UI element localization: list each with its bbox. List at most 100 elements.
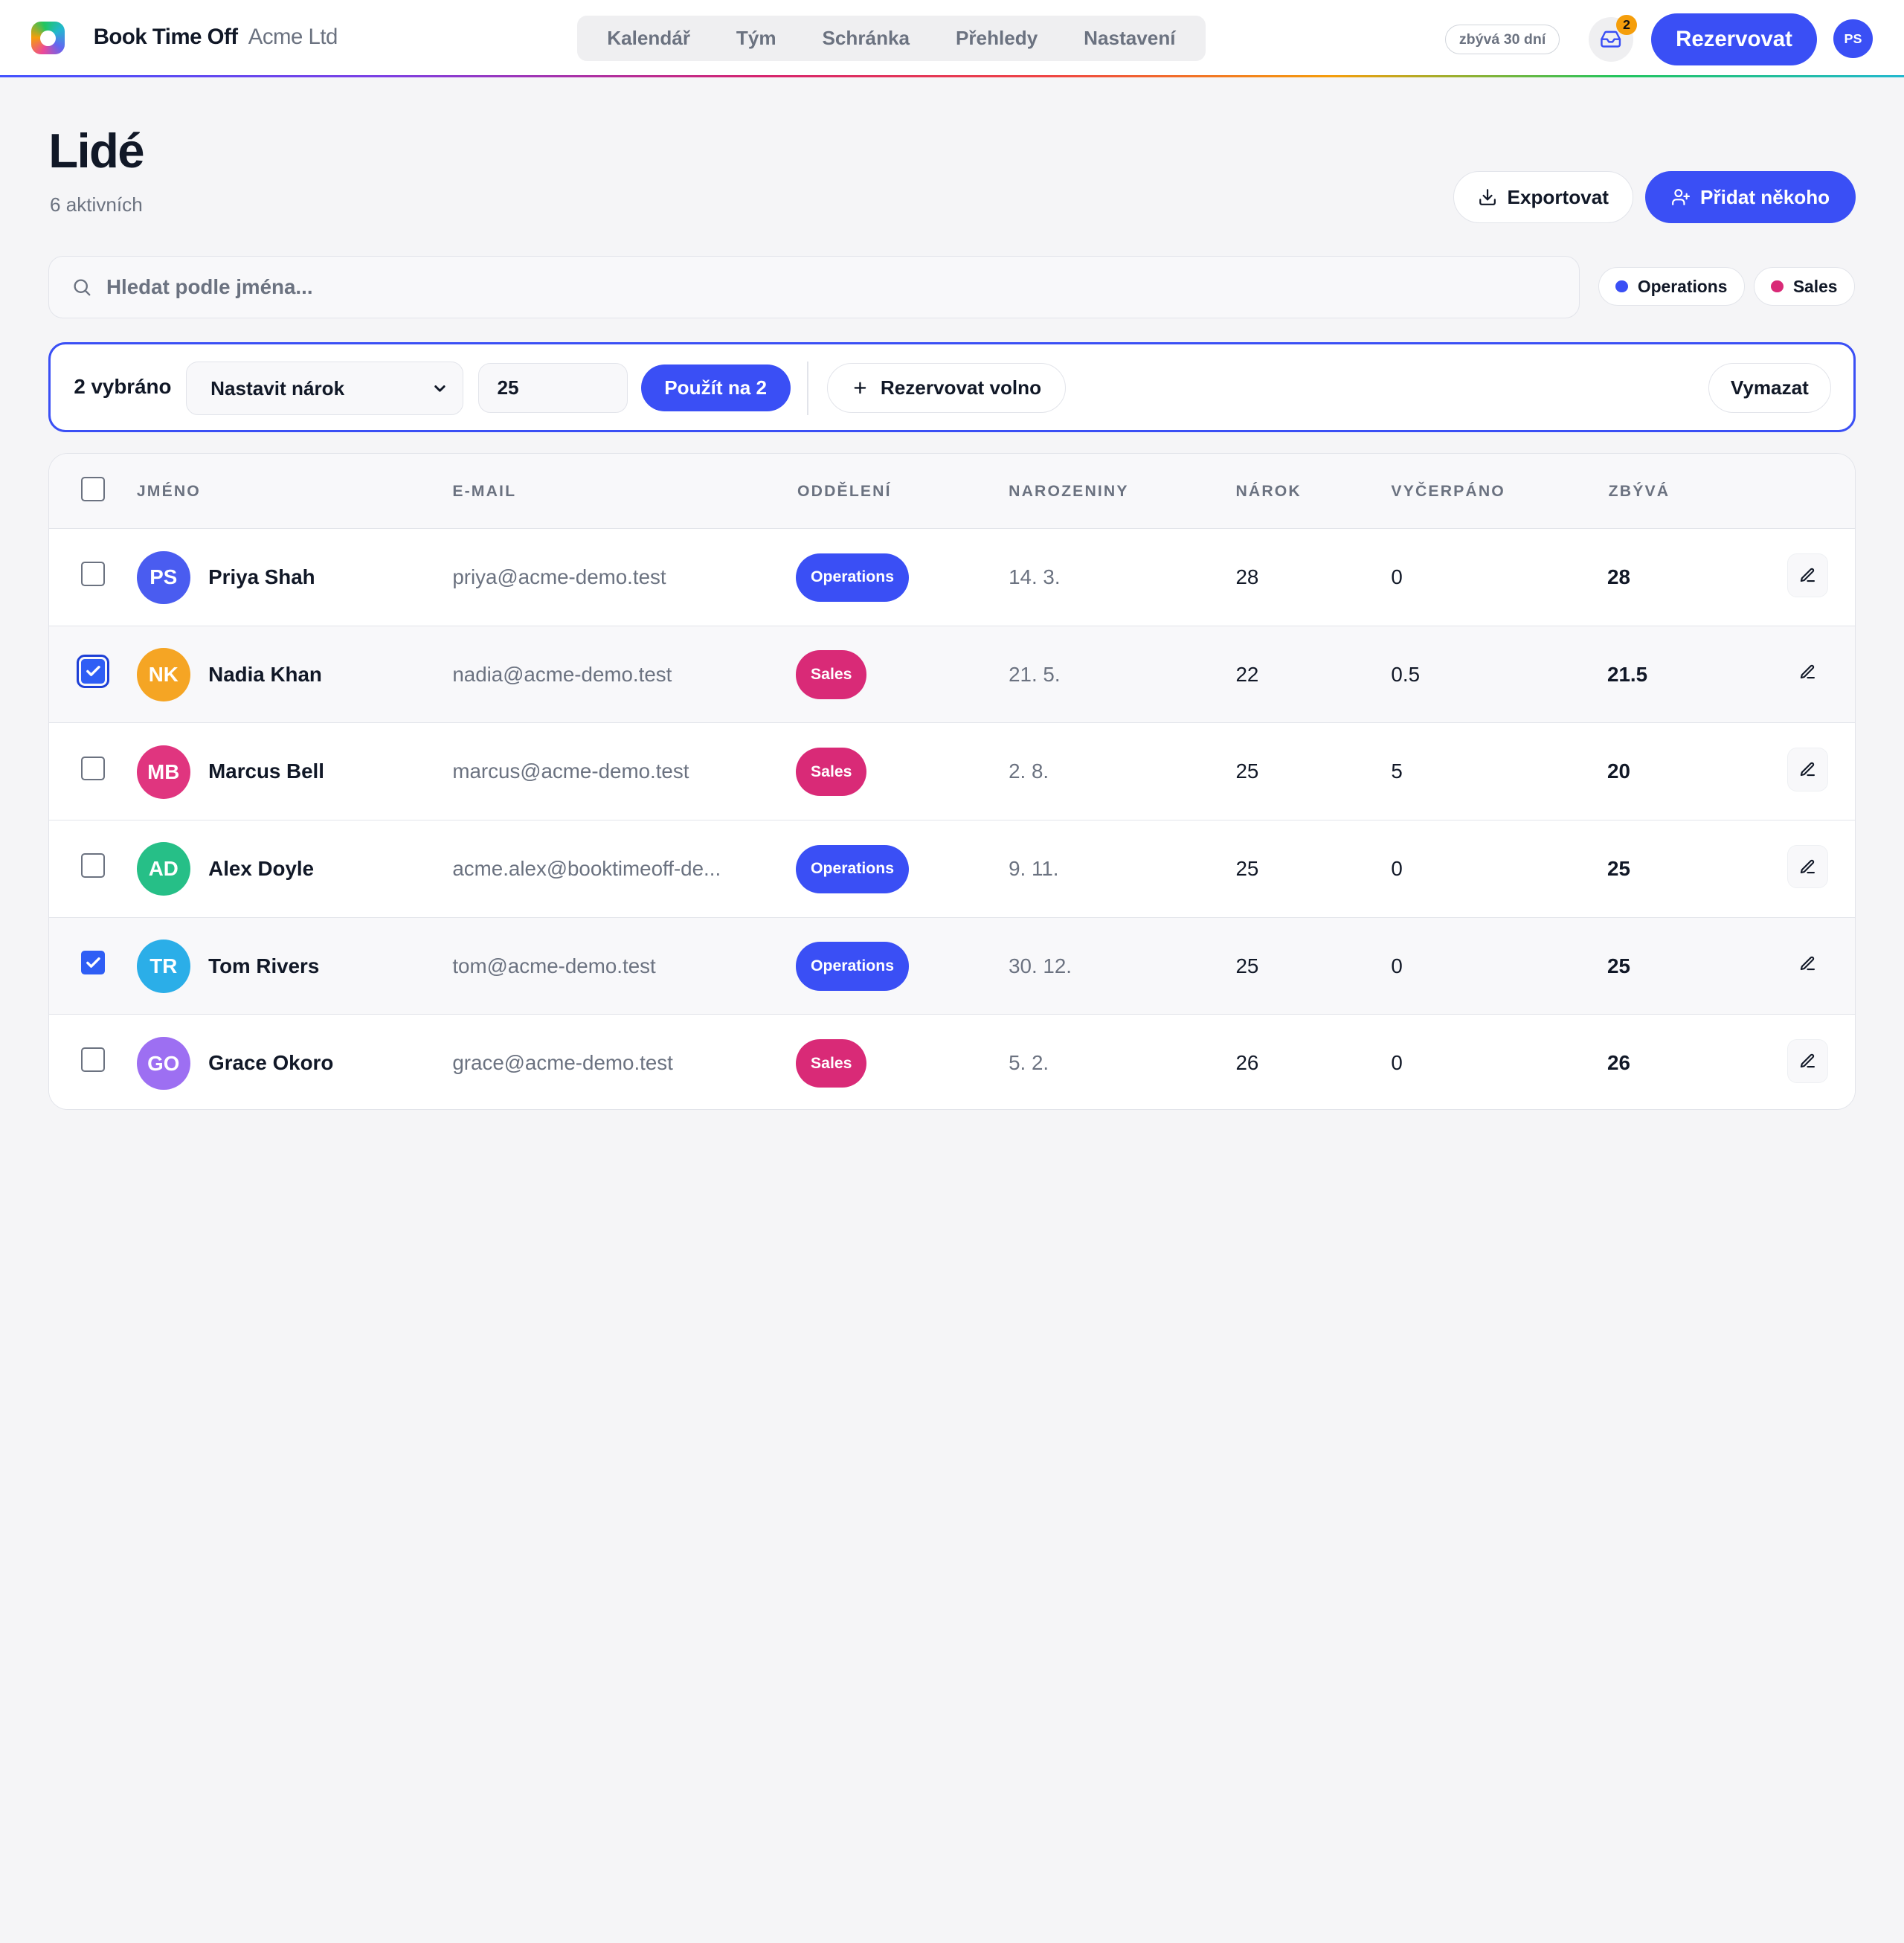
- main-nav: Kalendář Tým Schránka Přehledy Nastavení: [576, 16, 1206, 61]
- column-header-used[interactable]: VYČERPÁNO: [1391, 483, 1505, 501]
- page-subtitle: 6 aktivních: [49, 193, 143, 216]
- person-email: nadia@acme-demo.test: [452, 662, 672, 686]
- column-header-allowance[interactable]: NÁROK: [1235, 483, 1302, 501]
- person-email: marcus@acme-demo.test: [452, 759, 689, 783]
- bulk-divider: [807, 362, 809, 416]
- table-row[interactable]: GO Grace Okoro grace@acme-demo.test Sale…: [49, 1015, 1855, 1110]
- used: 0: [1391, 954, 1403, 977]
- person-name[interactable]: Marcus Bell: [208, 759, 324, 783]
- apply-button[interactable]: Použít na 2: [640, 364, 791, 412]
- used: 5: [1391, 759, 1403, 783]
- row-checkbox[interactable]: [80, 756, 106, 781]
- edit-button[interactable]: [1787, 942, 1829, 986]
- department-badge: Sales: [796, 1038, 867, 1088]
- trial-badge: zbývá 30 dní: [1444, 24, 1560, 55]
- department-badge: Sales: [796, 748, 867, 797]
- department-badge: Operations: [796, 942, 909, 991]
- edit-button[interactable]: [1786, 1038, 1829, 1083]
- export-button[interactable]: Exportovat: [1453, 171, 1633, 224]
- plus-icon: [854, 382, 866, 394]
- download-icon: [1479, 189, 1496, 206]
- book-time-off-button[interactable]: Rezervovat volno: [826, 362, 1067, 413]
- select-all-checkbox[interactable]: [80, 477, 106, 501]
- page-title: Lidé: [48, 123, 144, 178]
- allowance-value-input[interactable]: [478, 362, 628, 413]
- avatar: PS: [136, 550, 190, 605]
- brand: Book Time Off Acme Ltd: [94, 25, 338, 50]
- column-header-remaining[interactable]: ZBÝVÁ: [1608, 483, 1670, 501]
- people-page: Book Time Off Acme Ltd Kalendář Tým Schr…: [0, 0, 1904, 1111]
- column-header-department[interactable]: ODDĚLENÍ: [797, 483, 892, 501]
- person-name[interactable]: Tom Rivers: [208, 954, 320, 977]
- table-row[interactable]: TR Tom Rivers tom@acme-demo.test Operati…: [49, 917, 1855, 1015]
- allowance: 26: [1235, 1051, 1259, 1075]
- nav-reports[interactable]: Přehledy: [955, 26, 1038, 49]
- avatar: TR: [136, 940, 190, 993]
- export-label: Exportovat: [1507, 185, 1609, 208]
- company-name: Acme Ltd: [248, 24, 338, 49]
- user-avatar[interactable]: PS: [1833, 19, 1873, 59]
- nav-calendar[interactable]: Kalendář: [607, 26, 690, 49]
- table-header: JMÉNO E-MAIL ODDĚLENÍ NAROZENINY NÁROK V…: [49, 453, 1855, 530]
- table-row[interactable]: PS Priya Shah priya@acme-demo.test Opera…: [49, 529, 1855, 626]
- edit-button[interactable]: [1787, 650, 1829, 694]
- person-email: tom@acme-demo.test: [452, 954, 656, 977]
- table-row[interactable]: AD Alex Doyle acme.alex@booktimeoff-de..…: [49, 820, 1855, 918]
- table-row[interactable]: MB Marcus Bell marcus@acme-demo.test Sal…: [49, 723, 1855, 821]
- check-icon: [86, 665, 100, 676]
- search-input[interactable]: [106, 275, 1503, 300]
- person-email: grace@acme-demo.test: [452, 1051, 673, 1075]
- birthday: 30. 12.: [1009, 954, 1072, 977]
- person-name[interactable]: Alex Doyle: [208, 857, 315, 881]
- header-accent-line: [0, 75, 1904, 78]
- edit-button[interactable]: [1786, 844, 1829, 889]
- allowance: 22: [1235, 662, 1259, 686]
- edit-button[interactable]: [1786, 553, 1829, 597]
- row-checkbox[interactable]: [80, 853, 106, 878]
- people-table: JMÉNO E-MAIL ODDĚLENÍ NAROZENINY NÁROK V…: [48, 452, 1856, 1111]
- row-checkbox[interactable]: [80, 562, 106, 586]
- nav-inbox[interactable]: Schránka: [822, 26, 910, 49]
- person-name[interactable]: Priya Shah: [208, 565, 315, 589]
- row-checkbox[interactable]: [76, 654, 110, 688]
- remaining: 21.5: [1607, 662, 1648, 686]
- pencil-icon: [1800, 1053, 1815, 1067]
- nav-settings[interactable]: Nastavení: [1084, 26, 1176, 49]
- person-name[interactable]: Nadia Khan: [208, 662, 322, 686]
- column-header-name[interactable]: JMÉNO: [136, 483, 201, 501]
- avatar: NK: [136, 648, 190, 702]
- row-checkbox[interactable]: [80, 1047, 106, 1072]
- inbox-count-badge: 2: [1616, 14, 1637, 36]
- top-bar: Book Time Off Acme Ltd Kalendář Tým Schr…: [0, 0, 1904, 78]
- allowance: 25: [1235, 954, 1259, 977]
- birthday: 9. 11.: [1009, 857, 1059, 881]
- filter-chip-operations[interactable]: Operations: [1598, 267, 1746, 306]
- bulk-action-bar: 2 vybráno Nastavit nárok Použít na 2 Rez…: [48, 342, 1856, 433]
- birthday: 21. 5.: [1009, 662, 1061, 686]
- table-row[interactable]: NK Nadia Khan nadia@acme-demo.test Sales…: [49, 626, 1855, 724]
- person-name[interactable]: Grace Okoro: [208, 1051, 334, 1075]
- birthday: 14. 3.: [1009, 565, 1061, 589]
- person-email: priya@acme-demo.test: [452, 565, 666, 589]
- search-box: [48, 256, 1580, 318]
- filter-chip-sales[interactable]: Sales: [1753, 267, 1856, 306]
- app-logo-icon[interactable]: [31, 22, 65, 55]
- nav-team[interactable]: Tým: [736, 26, 776, 49]
- column-header-email[interactable]: E-MAIL: [452, 483, 517, 501]
- check-icon: [86, 957, 100, 968]
- edit-button[interactable]: [1786, 748, 1829, 791]
- column-header-birthday[interactable]: NAROZENINY: [1009, 483, 1129, 501]
- person-email: acme.alex@booktimeoff-de...: [452, 857, 721, 881]
- row-checkbox[interactable]: [80, 950, 106, 975]
- book-button[interactable]: Rezervovat: [1651, 13, 1817, 66]
- add-person-button[interactable]: Přidat někoho: [1645, 171, 1856, 224]
- clear-selection-button[interactable]: Vymazat: [1708, 362, 1831, 413]
- search-icon: [74, 279, 91, 296]
- department-badge: Sales: [796, 650, 867, 699]
- remaining: 28: [1607, 565, 1630, 589]
- birthday: 5. 2.: [1009, 1051, 1049, 1075]
- allowance: 28: [1235, 565, 1259, 589]
- bulk-action-select[interactable]: Nastavit nárok: [185, 362, 464, 416]
- user-plus-icon: [1671, 189, 1690, 206]
- remaining: 25: [1607, 857, 1630, 881]
